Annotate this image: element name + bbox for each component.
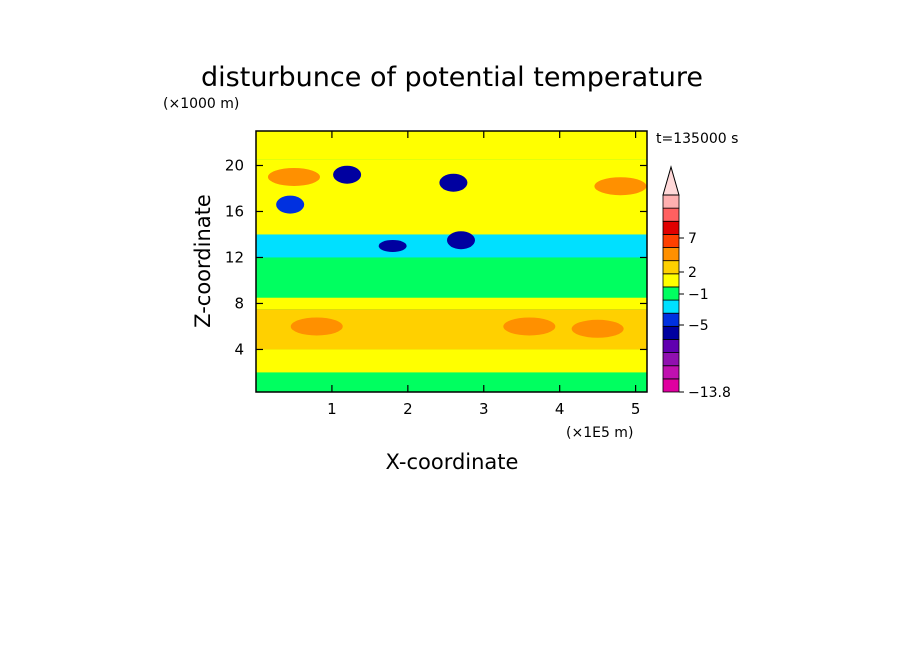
contour-band [256,372,647,392]
colorbar-swatch [662,312,680,327]
contour-band [256,297,647,310]
colorbar-swatch [662,365,680,380]
x-unit-label: (×1E5 m) [566,425,633,441]
contour-feature [446,231,475,250]
contour-band [256,349,647,373]
colorbar-label: −13.8 [688,385,731,401]
y-tick-label: 12 [225,248,244,266]
x-tick-label: 2 [403,400,413,418]
contour-feature [276,195,305,214]
colorbar-swatch [662,299,680,314]
contour-features [267,165,647,338]
y-tick-label: 16 [225,202,244,220]
contour-band [256,131,647,160]
colorbar-swatch [662,286,680,301]
y-unit-label: (×1000 m) [163,96,239,112]
y-axis: 4 8 12 16 20 [225,156,647,358]
contour-feature [439,173,468,192]
colorbar: 7 2 −1 −5 −13.8 [662,165,731,401]
y-tick-label: 8 [234,294,244,312]
colorbar-label: 7 [688,231,697,247]
colorbar-swatch [662,273,680,288]
contour-feature [594,177,647,196]
x-axis: 1 2 3 4 5 [327,131,640,418]
y-tick-label: 4 [234,340,244,358]
colorbar-swatch [662,339,680,354]
x-tick-label: 4 [555,400,565,418]
contour-band [256,257,647,298]
colorbar-swatch [662,233,680,248]
y-tick-label: 20 [225,156,244,174]
contour-feature [378,239,407,252]
colorbar-label: −1 [688,287,709,303]
colorbar-swatch [662,325,680,340]
colorbar-label: 2 [688,265,697,281]
y-axis-label: Z-coordinate [191,194,215,328]
plot-frame [255,130,648,393]
colorbar-swatch [662,194,680,209]
contour-feature [267,167,320,186]
colorbar-label: −5 [688,318,709,334]
x-tick-label: 5 [631,400,641,418]
time-label: t=135000 s [656,131,738,147]
colorbar-swatch [662,207,680,222]
colorbar-swatch [662,378,680,393]
contour-band [256,159,647,235]
x-tick-label: 1 [327,400,337,418]
contour-feature [503,317,556,336]
x-axis-label: X-coordinate [386,450,519,474]
plot-area [256,131,647,392]
contour-feature [333,165,362,184]
x-tick-label: 3 [479,400,489,418]
contour-feature [571,319,624,338]
colorbar-swatch [662,247,680,262]
contour-feature [290,317,343,336]
contour-bands [256,131,647,392]
colorbar-swatch [662,352,680,367]
colorbar-swatch [662,260,680,275]
colorbar-swatch [662,220,680,235]
colorbar-extend-arrow [662,165,680,196]
chart-title: disturbunce of potential temperature [201,62,703,93]
